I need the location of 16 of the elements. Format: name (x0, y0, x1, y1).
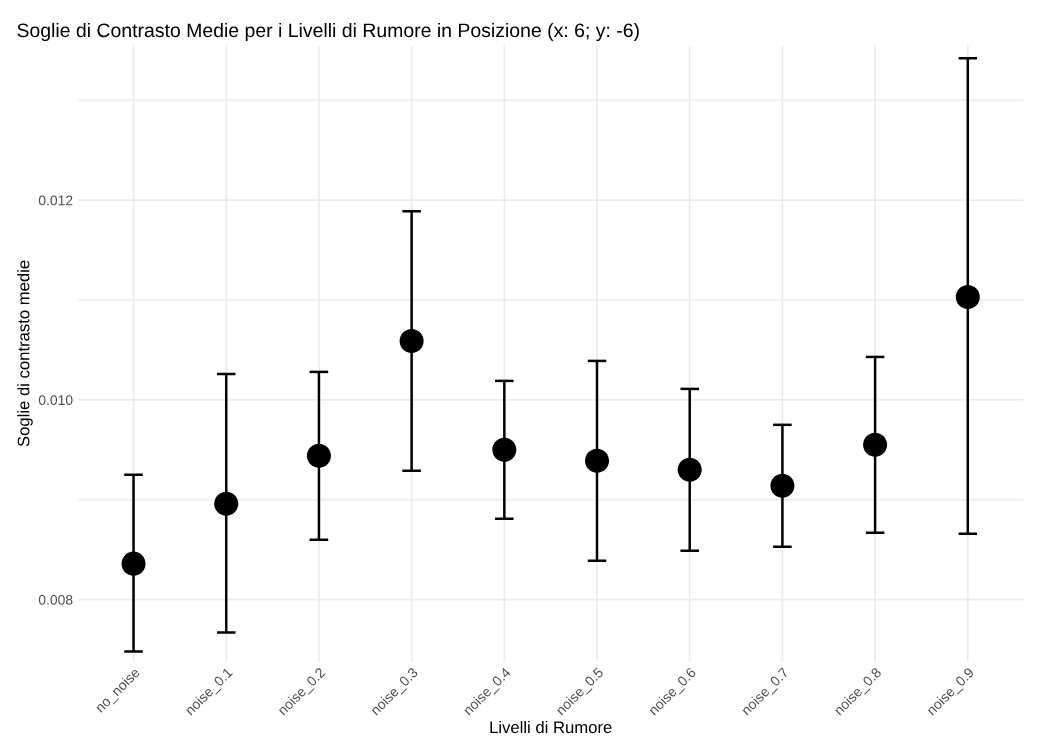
x-axis-title: Livelli di Rumore (490, 720, 612, 734)
point (955, 284, 980, 310)
point (770, 473, 795, 498)
point (306, 443, 331, 468)
chart-title: Soglie di Contrasto Medie per i Livelli di Rumore in Posizione (x: 6; y: -6) (17, 22, 639, 42)
y-tick-label: 0.008 (38, 594, 73, 605)
y-tick-label: 0.010 (38, 395, 73, 406)
point (677, 457, 702, 482)
y-axis-title: Soglie di contrasto medie (17, 260, 33, 447)
point (121, 551, 146, 576)
point (214, 491, 239, 516)
point (584, 448, 610, 473)
point (399, 328, 424, 353)
point (863, 432, 888, 457)
point (492, 437, 517, 462)
y-tick-label: 0.012 (38, 195, 73, 206)
